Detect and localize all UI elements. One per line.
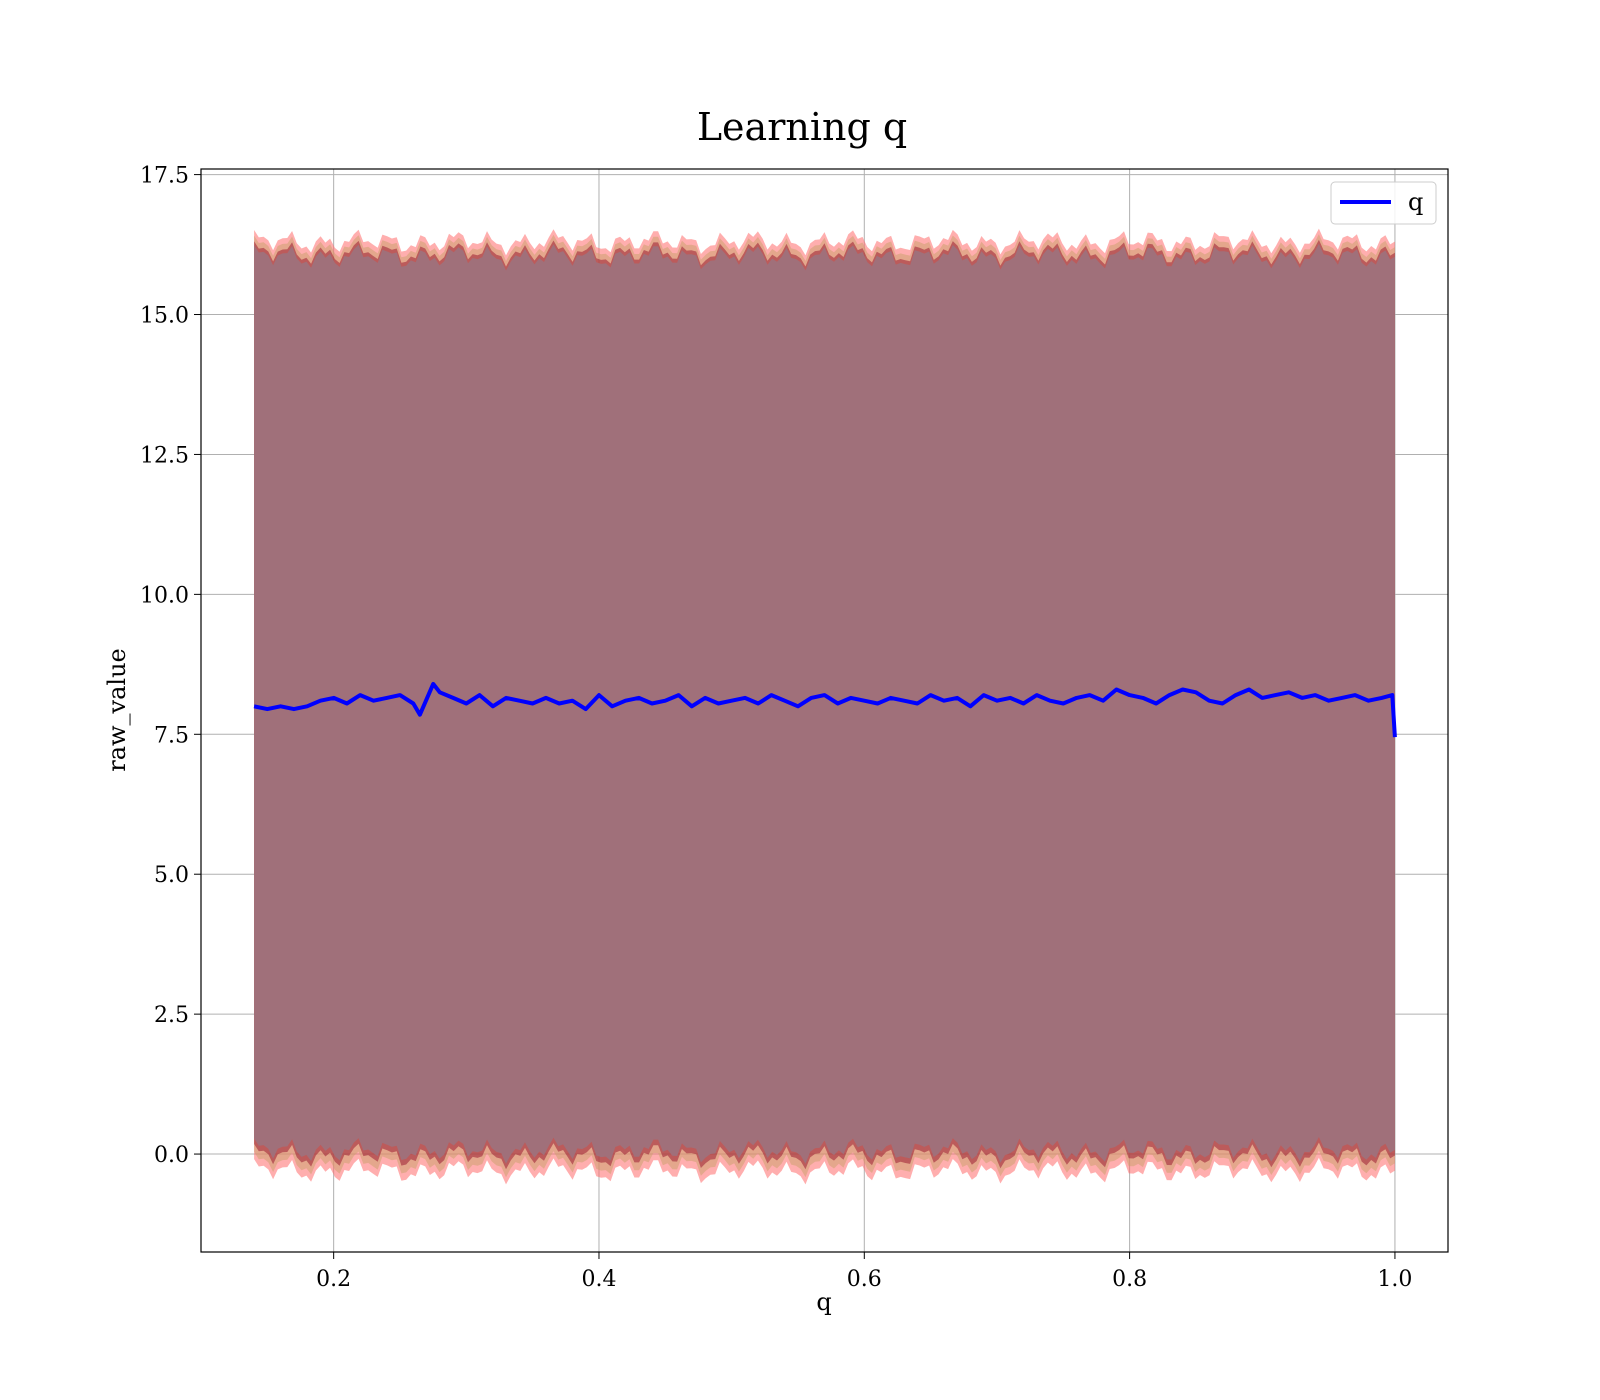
band-core bbox=[254, 243, 1395, 1164]
y-tick-label: 2.5 bbox=[154, 1003, 189, 1028]
x-tick-label: 0.4 bbox=[581, 1267, 616, 1292]
uncertainty-band bbox=[254, 228, 1395, 1185]
legend-label-q: q bbox=[1408, 188, 1423, 216]
y-tick-label: 10.0 bbox=[140, 583, 189, 608]
y-tick-label: 15.0 bbox=[140, 304, 189, 329]
x-axis-ticks: 0.2 0.4 0.6 0.8 1.0 bbox=[316, 1252, 1412, 1292]
x-axis-label: q bbox=[816, 1288, 831, 1316]
x-tick-label: 0.6 bbox=[847, 1267, 882, 1292]
y-axis-label: raw_value bbox=[103, 648, 131, 772]
y-tick-label: 7.5 bbox=[154, 723, 189, 748]
y-tick-label: 0.0 bbox=[154, 1143, 189, 1168]
y-tick-label: 17.5 bbox=[140, 164, 189, 189]
x-tick-label: 1.0 bbox=[1377, 1267, 1412, 1292]
plot-frame bbox=[200, 168, 1449, 1253]
y-tick-label: 12.5 bbox=[140, 443, 189, 468]
chart-title: Learning q bbox=[697, 105, 907, 149]
y-axis-ticks: 0.0 2.5 5.0 7.5 10.0 12.5 15.0 17.5 bbox=[140, 164, 201, 1168]
series-layer bbox=[253, 681, 1397, 738]
x-tick-label: 0.8 bbox=[1112, 1267, 1147, 1292]
y-tick-label: 5.0 bbox=[154, 863, 189, 888]
legend: q bbox=[1330, 181, 1437, 225]
series-line-q bbox=[253, 681, 1397, 738]
x-tick-label: 0.2 bbox=[316, 1267, 351, 1292]
